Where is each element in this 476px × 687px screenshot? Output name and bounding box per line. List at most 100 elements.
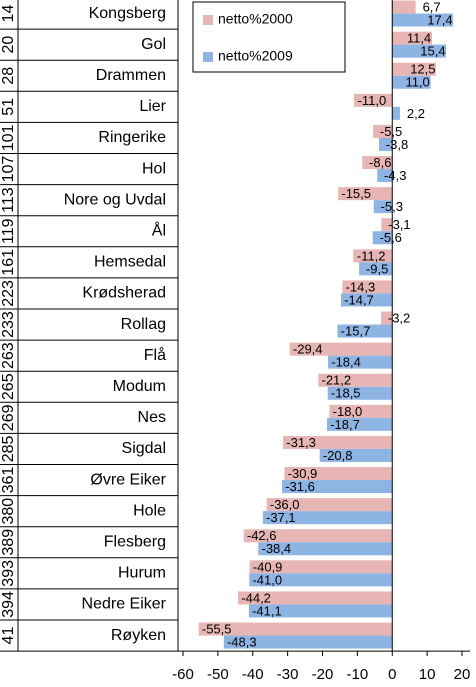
row-number: 101 [0, 125, 17, 152]
bar [328, 355, 393, 369]
bar [337, 324, 393, 338]
bar [392, 31, 433, 45]
category-label: Lier [139, 98, 166, 115]
bar [373, 200, 393, 214]
category-label: Sigdal [122, 440, 166, 457]
bar [392, 44, 446, 58]
bar [392, 0, 416, 14]
bar [373, 124, 393, 138]
value-label: -5,6 [380, 230, 402, 245]
value-label: 15,4 [420, 44, 445, 59]
x-tick-label: -40 [242, 666, 264, 683]
row-number: 161 [0, 249, 17, 276]
category-label: Hole [133, 502, 166, 519]
bar [319, 448, 393, 462]
value-label: 11,0 [405, 75, 429, 90]
x-tick-label: 20 [454, 666, 471, 683]
value-label: -44,2 [241, 590, 271, 605]
bar [248, 604, 393, 618]
bar [381, 218, 393, 232]
category-label: Nore og Uvdal [64, 191, 166, 208]
value-label: -11,0 [358, 93, 387, 108]
x-tick-label: 0 [388, 666, 396, 683]
value-label: -38,4 [262, 541, 292, 556]
value-label: 2,2 [407, 106, 425, 121]
value-label: -18,7 [330, 417, 360, 432]
category-label: Flå [144, 346, 166, 364]
bar [284, 467, 393, 481]
bar [392, 106, 400, 120]
value-label: -8,6 [369, 155, 391, 170]
value-label: -5,5 [380, 124, 402, 139]
row-number: 41 [0, 627, 17, 645]
bar [249, 560, 393, 574]
value-label: -4,3 [384, 168, 406, 183]
bar [262, 511, 393, 525]
legend-swatch [203, 15, 213, 25]
bar [338, 187, 393, 201]
category-label: Hemsedal [94, 254, 166, 271]
bar [372, 231, 393, 245]
row-number: 269 [0, 404, 17, 431]
value-label: -18,4 [331, 355, 361, 370]
row-number: 223 [0, 280, 17, 307]
category-label: Krødsherad [82, 285, 166, 302]
row-number: 361 [0, 467, 17, 494]
row-number: 51 [0, 98, 17, 116]
category-label: Kongsberg [89, 5, 166, 22]
category-label: Hurum [118, 565, 166, 582]
bar [392, 62, 436, 76]
legend-swatch [203, 52, 213, 62]
value-label: -14,3 [346, 279, 376, 294]
value-label: -21,2 [321, 373, 351, 388]
bar [327, 417, 393, 431]
bar [198, 622, 393, 636]
value-label: -31,6 [285, 479, 315, 494]
value-label: -18,5 [331, 386, 361, 401]
value-label: -11,2 [357, 248, 386, 263]
row-number: 113 [0, 187, 17, 213]
row-number: 107 [0, 156, 17, 183]
category-label: Røyken [111, 627, 166, 644]
row-number: 285 [0, 436, 17, 463]
bar [340, 293, 393, 307]
bar [392, 13, 453, 27]
value-label: -36,0 [270, 497, 300, 512]
value-label: -3,8 [386, 137, 408, 152]
value-label: -14,7 [344, 292, 374, 307]
value-label: -41,1 [252, 603, 282, 618]
category-label: Øvre Eiker [90, 471, 166, 488]
bar [249, 573, 393, 587]
legend-label: netto%2000 [218, 11, 293, 27]
category-label: Gol [141, 36, 166, 53]
bar [258, 542, 393, 556]
x-tick-label: 10 [419, 666, 436, 683]
x-tick-label: -30 [277, 666, 299, 683]
value-label: -9,5 [366, 261, 388, 276]
value-label: -42,6 [247, 528, 277, 543]
bar [266, 498, 393, 512]
category-label: Nes [138, 409, 166, 426]
bar [282, 480, 393, 494]
value-label: -3,2 [388, 310, 410, 325]
legend-label: netto%2009 [218, 48, 293, 64]
category-label: Drammen [96, 67, 166, 84]
category-label: Ål [152, 220, 166, 239]
x-tick-label: -20 [312, 666, 334, 683]
value-label: -20,8 [323, 448, 353, 463]
row-number: 263 [0, 342, 17, 369]
value-label: 11,4 [407, 31, 431, 46]
row-number: 389 [0, 529, 17, 556]
row-number: 14 [0, 5, 17, 23]
x-tick-label: -50 [207, 666, 229, 683]
row-number: 393 [0, 560, 17, 587]
row-number: 380 [0, 498, 17, 525]
row-number: 233 [0, 311, 17, 338]
bar [327, 386, 393, 400]
category-label: Nedre Eiker [82, 596, 167, 613]
bar [377, 169, 393, 183]
bar [329, 404, 393, 418]
row-number: 20 [0, 36, 17, 54]
value-label: 12,5 [410, 62, 435, 77]
